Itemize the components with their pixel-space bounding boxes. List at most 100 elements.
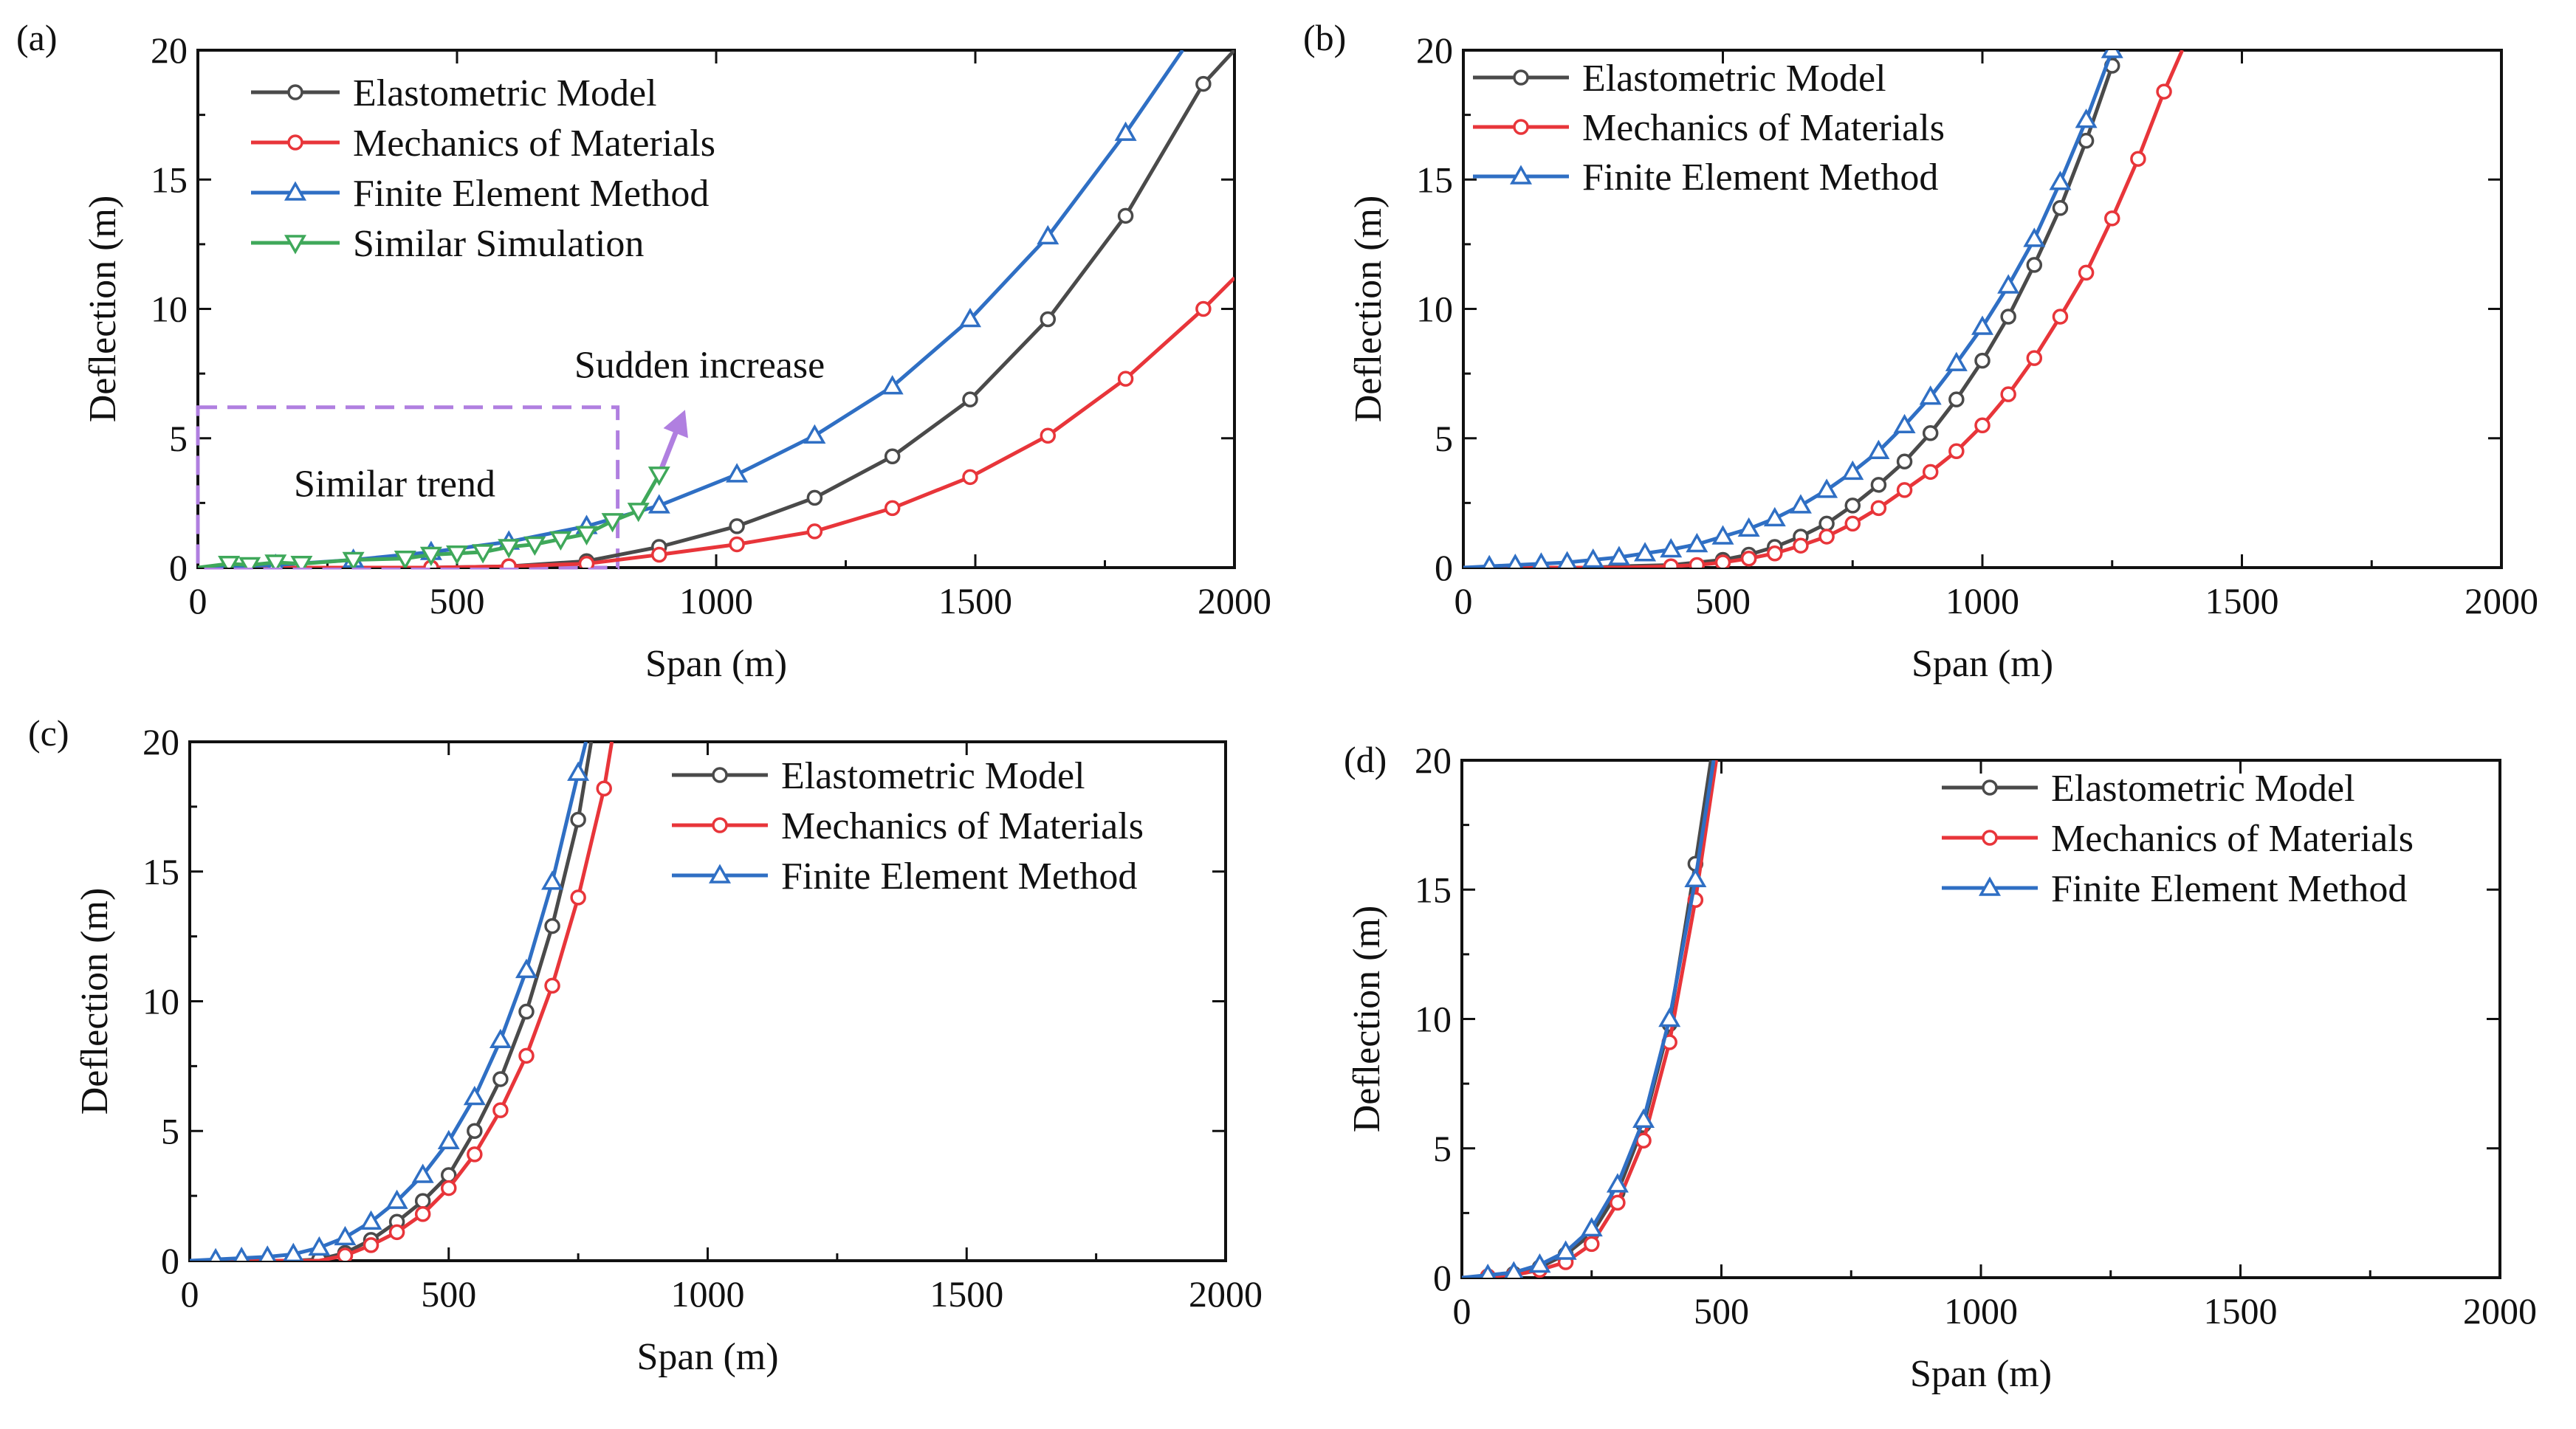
legend-marker-mechanics-of-materials	[1513, 119, 1529, 135]
data-point-finite-element-method	[541, 870, 564, 890]
data-point-similar-simulation	[394, 550, 416, 568]
y-tick-label: 20	[1416, 30, 1453, 71]
y-axis-label: Deflection (m)	[82, 196, 124, 423]
legend-label-elastometric-model: Elastometric Model	[353, 72, 657, 114]
data-point-mechanics-of-materials	[492, 1102, 509, 1118]
series-line-mechanics-of-materials	[190, 742, 614, 1261]
data-point-finite-element-method	[1997, 274, 2020, 294]
x-tick-label: 1000	[1945, 580, 2019, 621]
data-point-elastometric-model	[570, 811, 586, 828]
data-point-elastometric-model	[2000, 309, 2016, 325]
data-point-mechanics-of-materials	[1922, 464, 1939, 481]
legend-marker-mechanics-of-materials	[1982, 830, 1998, 846]
data-point-mechanics-of-materials	[962, 469, 978, 486]
data-point-elastometric-model	[729, 518, 745, 534]
data-point-finite-element-method	[2049, 171, 2072, 190]
y-tick-label: 5	[1435, 418, 1453, 459]
data-point-similar-simulation	[648, 466, 670, 486]
data-point-finite-element-method	[360, 1210, 382, 1230]
data-point-mechanics-of-materials	[2026, 350, 2043, 366]
series-group	[190, 742, 614, 1261]
data-point-elastometric-model	[1948, 391, 1965, 407]
data-point-finite-element-method	[489, 1028, 512, 1048]
data-point-finite-element-method	[1557, 551, 1577, 568]
x-tick-label: 0	[189, 580, 207, 621]
data-point-finite-element-method	[567, 761, 590, 781]
y-tick-label: 5	[169, 418, 188, 459]
data-point-mechanics-of-materials	[1117, 371, 1134, 387]
x-tick-label: 2000	[1189, 1273, 1263, 1315]
data-point-elastometric-model	[1896, 453, 1913, 470]
series-line-elastometric-model	[190, 742, 594, 1261]
legend-marker-elastometric-model	[287, 84, 303, 100]
legend-label-finite-element-method: Finite Element Method	[353, 173, 709, 215]
data-point-similar-simulation	[238, 557, 261, 568]
data-point-finite-element-method	[958, 307, 981, 328]
data-point-mechanics-of-materials	[578, 555, 595, 568]
data-point-elastometric-model	[1818, 515, 1835, 532]
data-point-mechanics-of-materials	[1974, 417, 1991, 433]
data-point-elastometric-model	[1040, 311, 1057, 328]
data-point-finite-element-method	[1634, 542, 1657, 562]
chart-panel-3: (c) 0 500 1000 1500 2000 0 5 10 15 20 Span (m) Defle…	[28, 712, 1263, 1378]
data-point-finite-element-method	[1789, 494, 1812, 514]
data-point-similar-simulation	[419, 546, 442, 567]
data-point-similar-simulation	[445, 545, 469, 565]
data-point-elastometric-model	[1195, 75, 1212, 92]
x-tick-label: 0	[1453, 1290, 1471, 1332]
data-point-mechanics-of-materials	[1663, 558, 1679, 568]
panel-label: (d)	[1344, 739, 1387, 780]
data-point-elastometric-model	[1844, 497, 1861, 514]
data-point-finite-element-method	[1532, 552, 1550, 568]
data-point-mechanics-of-materials	[388, 1224, 405, 1241]
x-tick-label: 500	[1695, 580, 1751, 621]
data-point-finite-element-method	[515, 958, 537, 979]
y-tick-label: 5	[161, 1110, 179, 1151]
legend-marker-finite-element-method	[1978, 876, 2002, 896]
data-point-elastometric-model	[492, 1071, 509, 1087]
data-point-finite-element-method	[1480, 1263, 1497, 1278]
data-point-elastometric-model	[2052, 200, 2069, 216]
data-point-mechanics-of-materials	[570, 889, 586, 906]
data-point-finite-element-method	[1507, 553, 1524, 568]
data-point-elastometric-model	[414, 1193, 431, 1209]
data-point-finite-element-method	[1686, 532, 1708, 553]
x-tick-label: 500	[421, 1273, 476, 1315]
legend-marker-finite-element-method	[284, 181, 307, 201]
data-point-finite-element-method	[1580, 1216, 1603, 1237]
data-point-elastometric-model	[2026, 257, 2043, 273]
data-point-similar-simulation	[498, 539, 521, 559]
data-point-elastometric-model	[884, 448, 901, 465]
sudden-increase-label: Sudden increase	[574, 345, 825, 387]
legend-marker-finite-element-method	[708, 864, 732, 884]
data-point-finite-element-method	[1945, 351, 1968, 371]
legend-label-mechanics-of-materials: Mechanics of Materials	[1582, 107, 1945, 149]
data-point-finite-element-method	[258, 1245, 277, 1261]
data-point-finite-element-method	[1737, 517, 1760, 537]
data-point-elastometric-model	[467, 1123, 483, 1139]
chart-panel-1: (a) 0 500 1000 1500 2000 0 5 10 15 20 Span (m) Defle…	[16, 17, 1271, 685]
data-point-mechanics-of-materials	[414, 1205, 431, 1222]
y-axis-label: Deflection (m)	[1346, 906, 1388, 1133]
data-point-finite-element-method	[1816, 478, 1838, 498]
panel-label: (a)	[16, 17, 58, 58]
y-tick-label: 15	[1416, 159, 1453, 200]
data-point-mechanics-of-materials	[1714, 554, 1731, 568]
panel-label: (b)	[1303, 17, 1346, 58]
data-point-finite-element-method	[2075, 109, 2098, 128]
data-point-mechanics-of-materials	[1948, 443, 1965, 460]
legend-marker-mechanics-of-materials	[287, 134, 303, 151]
data-point-mechanics-of-materials	[596, 780, 612, 797]
y-tick-label: 10	[151, 289, 188, 330]
data-point-elastometric-model	[518, 1003, 535, 1020]
x-axis-label: Span (m)	[636, 1336, 778, 1378]
data-point-finite-element-method	[334, 1225, 357, 1246]
data-point-finite-element-method	[308, 1236, 331, 1256]
data-point-similar-simulation	[264, 554, 287, 568]
sudden-increase-arrow-head	[663, 410, 688, 438]
y-tick-label: 0	[1435, 547, 1453, 588]
series-line-mechanics-of-materials	[1462, 760, 1718, 1278]
y-tick-label: 10	[1416, 289, 1453, 330]
data-point-similar-simulation	[549, 531, 572, 551]
